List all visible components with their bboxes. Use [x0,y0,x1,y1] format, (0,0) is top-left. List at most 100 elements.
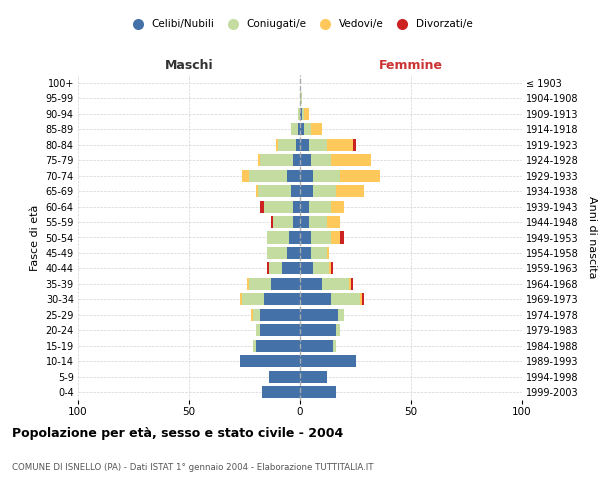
Bar [331,262,334,274]
Bar [351,278,353,290]
Bar [242,294,265,306]
Bar [291,185,300,197]
Bar [293,154,300,166]
Bar [260,200,265,212]
Bar [253,309,260,321]
Bar [240,294,242,306]
Bar [300,262,313,274]
Bar [326,247,329,259]
Bar [258,185,291,197]
Bar [326,138,353,150]
Text: Femmine: Femmine [379,59,443,72]
Bar [298,123,300,135]
Bar [240,356,300,368]
Bar [291,123,298,135]
Y-axis label: Fasce di età: Fasce di età [30,204,40,270]
Bar [260,324,300,336]
Bar [253,340,256,352]
Bar [300,386,335,398]
Bar [300,108,302,120]
Bar [309,138,326,150]
Bar [304,108,309,120]
Bar [311,123,322,135]
Bar [300,200,309,212]
Bar [242,170,249,181]
Bar [309,216,326,228]
Bar [340,170,380,181]
Bar [249,170,287,181]
Bar [247,278,249,290]
Bar [275,138,278,150]
Bar [311,154,331,166]
Bar [331,200,344,212]
Bar [282,262,300,274]
Bar [300,216,309,228]
Bar [300,92,302,104]
Bar [293,200,300,212]
Bar [256,340,300,352]
Bar [267,262,269,274]
Text: COMUNE DI ISNELLO (PA) - Dati ISTAT 1° gennaio 2004 - Elaborazione TUTTITALIA.IT: COMUNE DI ISNELLO (PA) - Dati ISTAT 1° g… [12,462,373,471]
Bar [271,216,274,228]
Bar [353,138,356,150]
Bar [329,262,331,274]
Bar [331,294,360,306]
Bar [271,278,300,290]
Bar [334,340,335,352]
Bar [278,138,296,150]
Bar [300,309,338,321]
Bar [313,170,340,181]
Bar [322,278,349,290]
Bar [302,108,304,120]
Bar [265,200,293,212]
Bar [309,200,331,212]
Bar [300,324,335,336]
Bar [300,123,304,135]
Bar [313,185,335,197]
Bar [296,138,300,150]
Bar [300,138,309,150]
Bar [269,262,282,274]
Bar [331,154,371,166]
Bar [269,371,300,383]
Bar [335,324,340,336]
Bar [331,232,340,243]
Bar [340,232,344,243]
Bar [262,386,300,398]
Legend: Celibi/Nubili, Coniugati/e, Vedovi/e, Divorzati/e: Celibi/Nubili, Coniugati/e, Vedovi/e, Di… [123,15,477,34]
Bar [256,324,260,336]
Bar [300,278,322,290]
Bar [304,123,311,135]
Bar [335,185,364,197]
Bar [300,356,356,368]
Bar [267,247,287,259]
Bar [274,216,293,228]
Bar [300,232,311,243]
Bar [349,278,351,290]
Bar [256,185,258,197]
Bar [258,154,260,166]
Bar [267,232,289,243]
Bar [265,294,300,306]
Bar [313,262,329,274]
Bar [260,309,300,321]
Bar [300,170,313,181]
Bar [300,185,313,197]
Y-axis label: Anni di nascita: Anni di nascita [587,196,597,279]
Bar [260,154,293,166]
Bar [289,232,300,243]
Bar [326,216,340,228]
Bar [300,371,326,383]
Text: Maschi: Maschi [164,59,214,72]
Bar [300,294,331,306]
Bar [311,232,331,243]
Bar [362,294,364,306]
Bar [360,294,362,306]
Bar [293,216,300,228]
Bar [338,309,344,321]
Bar [287,247,300,259]
Bar [300,340,334,352]
Bar [249,278,271,290]
Bar [287,170,300,181]
Bar [298,108,300,120]
